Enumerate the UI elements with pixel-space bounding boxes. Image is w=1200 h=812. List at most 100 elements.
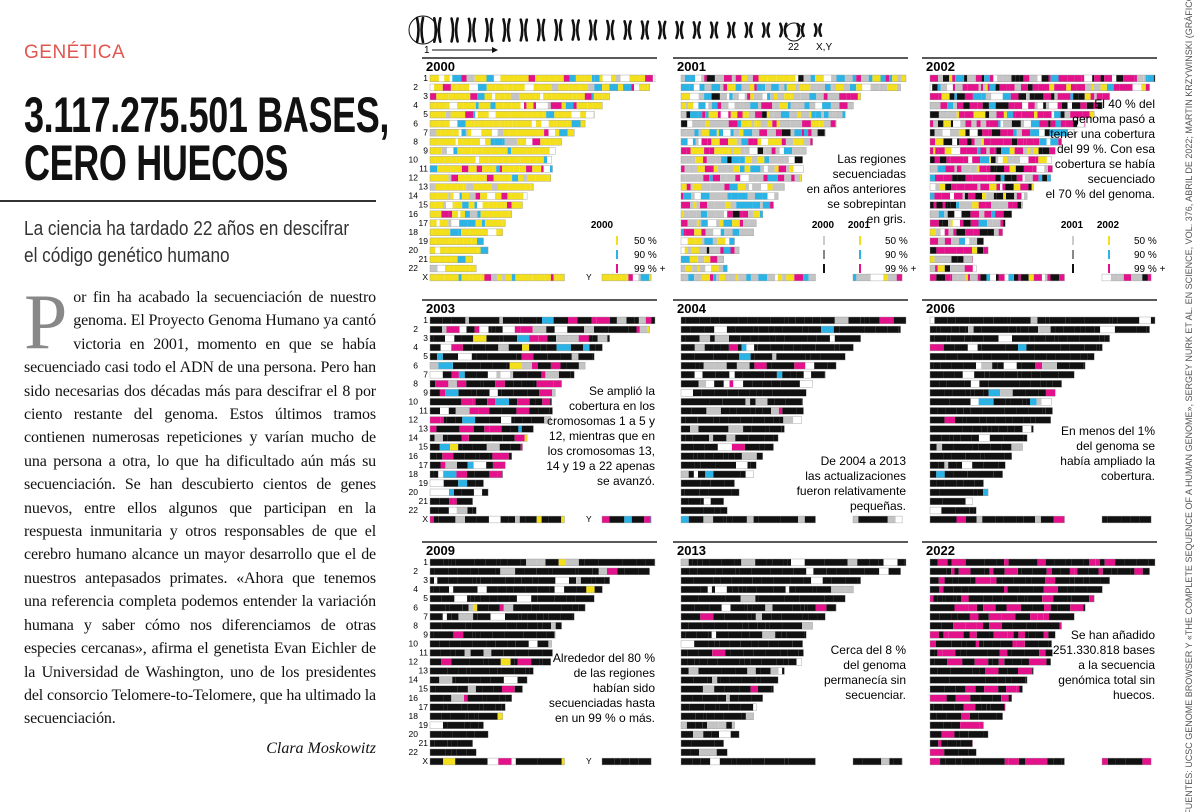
sequence-segment	[492, 622, 500, 630]
sequence-segment	[978, 398, 994, 406]
sequence-segment	[498, 228, 503, 236]
sequence-segment	[979, 228, 988, 236]
chromosome-label: 12	[409, 657, 419, 667]
sequence-segment	[489, 407, 497, 415]
sequence-segment	[455, 416, 463, 424]
sequence-segment	[820, 317, 835, 324]
sequence-segment	[1013, 577, 1021, 584]
sequence-segment	[553, 516, 562, 523]
sequence-segment	[718, 721, 727, 729]
legend-tick	[823, 264, 825, 273]
sequence-segment	[702, 667, 709, 675]
sequence-segment	[953, 434, 961, 442]
sequence-segment	[683, 192, 691, 200]
sequence-segment	[993, 631, 1008, 639]
chromosome-outline	[429, 165, 553, 173]
sequence-segment	[939, 256, 943, 263]
sequence-segment	[760, 667, 771, 675]
sequence-segment	[526, 165, 533, 173]
sequence-segment	[497, 389, 502, 397]
sequence-segment	[434, 740, 448, 747]
sequence-segment	[778, 407, 783, 415]
sequence-segment	[1019, 353, 1035, 360]
sequence-segment	[702, 111, 706, 118]
sequence-segment	[510, 425, 519, 433]
chromosome-label: 4	[413, 100, 418, 110]
panel-note: 14 y 19 a 22 apenas	[546, 459, 655, 473]
sequence-segment	[981, 93, 986, 100]
sequence-segment	[1022, 425, 1032, 433]
chromosome-outline	[929, 452, 1012, 460]
sequence-segment	[577, 317, 592, 324]
chromosome-outline	[429, 371, 575, 379]
sequence-segment	[823, 75, 832, 82]
sequence-segment	[740, 595, 756, 602]
sequence-segment	[983, 84, 986, 91]
sequence-segment	[474, 120, 479, 128]
sequence-segment	[728, 274, 736, 281]
sequence-segment	[870, 274, 876, 281]
sequence-segment	[495, 84, 505, 91]
sequence-segment	[977, 489, 983, 496]
sequence-segment	[430, 183, 436, 191]
sequence-segment	[758, 335, 770, 342]
sequence-segment	[810, 138, 813, 146]
sequence-segment	[531, 362, 538, 370]
sequence-segment	[549, 75, 556, 82]
sequence-segment	[522, 344, 530, 351]
chromosome-outline	[852, 757, 903, 766]
chromosome-outline	[929, 210, 1012, 218]
chromosome-outline	[929, 156, 1052, 164]
sequence-segment	[469, 210, 478, 218]
sequence-segment	[1020, 326, 1029, 333]
sequence-segment	[988, 129, 992, 137]
sequence-segment	[626, 274, 629, 281]
sequence-segment	[699, 489, 709, 496]
sequence-segment	[702, 559, 710, 566]
sequence-segment	[584, 326, 594, 333]
sequence-segment	[576, 577, 581, 584]
sequence-segment	[578, 559, 585, 566]
sequence-segment	[972, 353, 983, 360]
sequence-segment	[747, 228, 754, 236]
sequence-segment	[550, 398, 552, 406]
sequence-segment	[1011, 75, 1016, 82]
sequence-segment	[750, 102, 758, 109]
sequence-segment	[1019, 380, 1031, 388]
sequence-segment	[435, 201, 443, 209]
sequence-segment	[475, 219, 478, 227]
sequence-segment	[714, 712, 724, 720]
sequence-segment	[443, 559, 449, 566]
sequence-segment	[490, 613, 505, 621]
sequence-segment	[576, 586, 587, 593]
chromosome-outline	[680, 613, 826, 621]
sequence-segment	[442, 353, 454, 360]
sequence-segment	[941, 93, 950, 100]
sequence-segment	[716, 749, 728, 756]
sequence-segment	[756, 452, 763, 460]
chromosome-outline	[429, 461, 506, 469]
sequence-segment	[981, 703, 987, 711]
sequence-segment	[784, 84, 787, 91]
sequence-segment	[833, 595, 846, 602]
sequence-segment	[790, 362, 795, 370]
sequence-segment	[722, 398, 731, 406]
sequence-segment	[629, 75, 634, 82]
sequence-segment	[490, 138, 495, 146]
sequence-segment	[458, 443, 463, 451]
sequence-segment	[993, 470, 1003, 478]
sequence-segment	[872, 75, 881, 82]
sequence-segment	[998, 274, 1005, 281]
sequence-segment	[486, 174, 494, 182]
sequence-segment	[554, 586, 565, 593]
sequence-segment	[972, 425, 982, 433]
sequence-segment	[1072, 102, 1081, 109]
chromosome-outline	[680, 558, 907, 567]
sequence-segment	[1148, 559, 1155, 566]
sequence-segment	[1053, 758, 1062, 765]
sequence-segment	[711, 102, 718, 109]
sequence-segment	[1118, 274, 1124, 281]
sequence-segment	[739, 353, 751, 360]
sequence-segment	[1145, 84, 1150, 91]
sequence-segment	[964, 192, 969, 200]
